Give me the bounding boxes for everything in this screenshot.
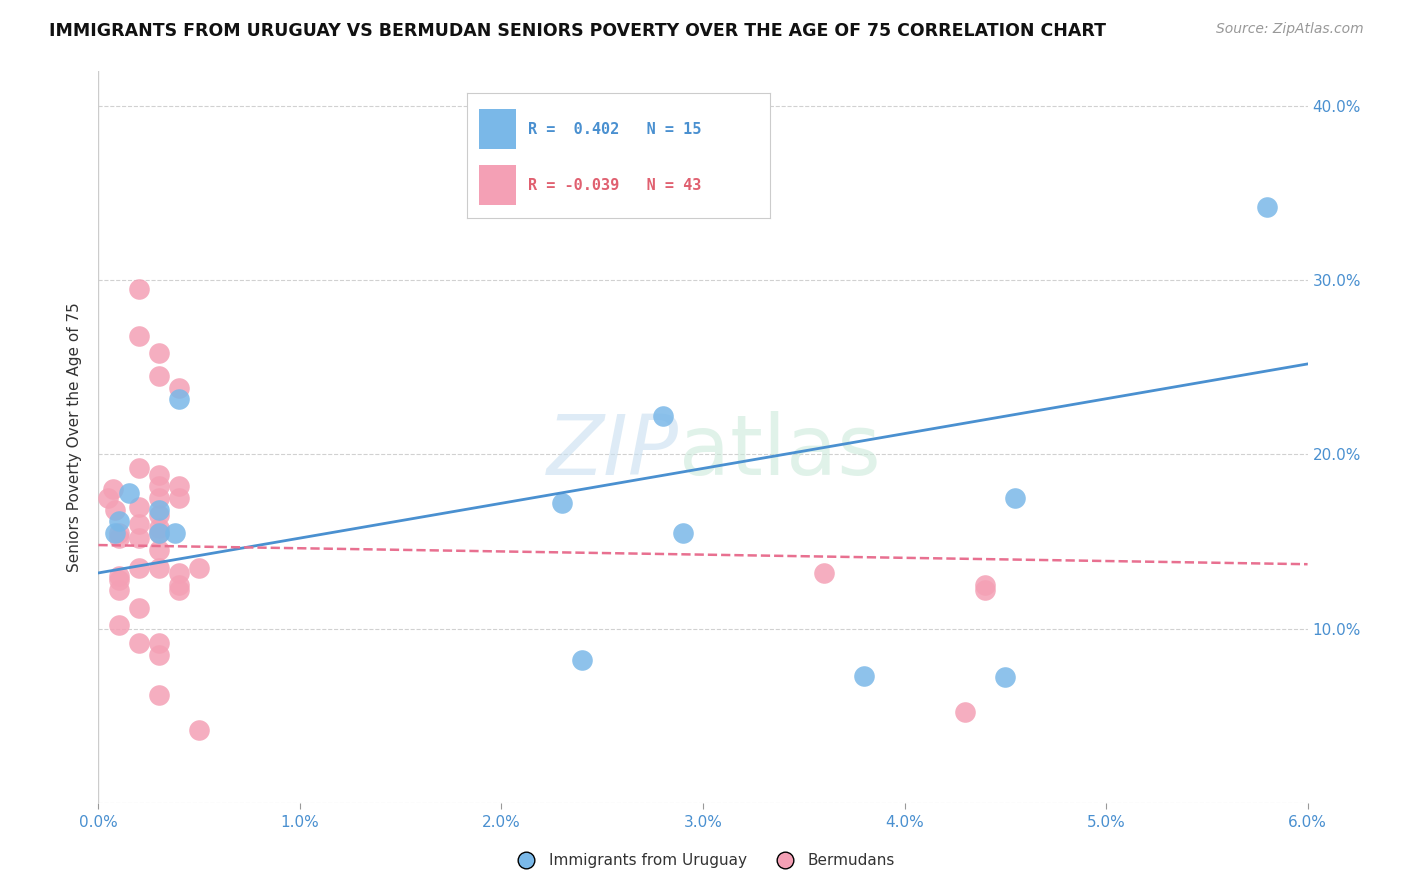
Point [148,369,170,384]
Point [813,566,835,580]
Point [148,521,170,535]
Point [853,668,876,682]
Point [103,503,125,517]
Point [167,381,190,395]
Point [148,346,170,360]
Point [107,573,129,587]
Point [118,485,141,500]
Point [148,508,170,523]
Point [148,543,170,558]
Text: Source: ZipAtlas.com: Source: ZipAtlas.com [1216,22,1364,37]
Point [128,560,150,574]
Point [107,569,129,583]
Point [188,723,211,737]
Text: atlas: atlas [679,411,880,492]
Point [107,525,129,540]
Legend: Immigrants from Uruguay, Bermudans: Immigrants from Uruguay, Bermudans [510,854,896,868]
Point [167,479,190,493]
Point [551,496,574,510]
Point [103,525,125,540]
Point [128,282,150,296]
Point [148,468,170,483]
Point [128,635,150,649]
Point [148,635,170,649]
Point [167,578,190,592]
Point [148,560,170,574]
Point [107,583,129,598]
Point [974,583,997,598]
Point [672,525,695,540]
Point [148,503,170,517]
Point [128,600,150,615]
Point [651,409,673,424]
Point [128,329,150,343]
Point [97,491,120,505]
Point [148,688,170,702]
Point [167,566,190,580]
Point [101,483,124,497]
Point [167,583,190,598]
Point [974,578,997,592]
Point [148,491,170,505]
Point [107,531,129,545]
Point [107,618,129,632]
Text: ZIP: ZIP [547,411,679,492]
Point [188,560,211,574]
Point [128,531,150,545]
Point [128,500,150,514]
Y-axis label: Seniors Poverty Over the Age of 75: Seniors Poverty Over the Age of 75 [67,302,83,572]
Point [953,705,976,719]
Point [107,514,129,528]
Point [148,525,170,540]
Point [128,517,150,532]
Point [148,648,170,662]
Point [148,525,170,540]
Point [571,653,593,667]
Point [148,479,170,493]
Point [128,461,150,475]
Point [167,491,190,505]
Text: IMMIGRANTS FROM URUGUAY VS BERMUDAN SENIORS POVERTY OVER THE AGE OF 75 CORRELATI: IMMIGRANTS FROM URUGUAY VS BERMUDAN SENI… [49,22,1107,40]
Point [167,392,190,406]
Point [163,525,186,540]
Point [994,670,1017,684]
Point [1256,200,1278,214]
Point [1004,491,1026,505]
